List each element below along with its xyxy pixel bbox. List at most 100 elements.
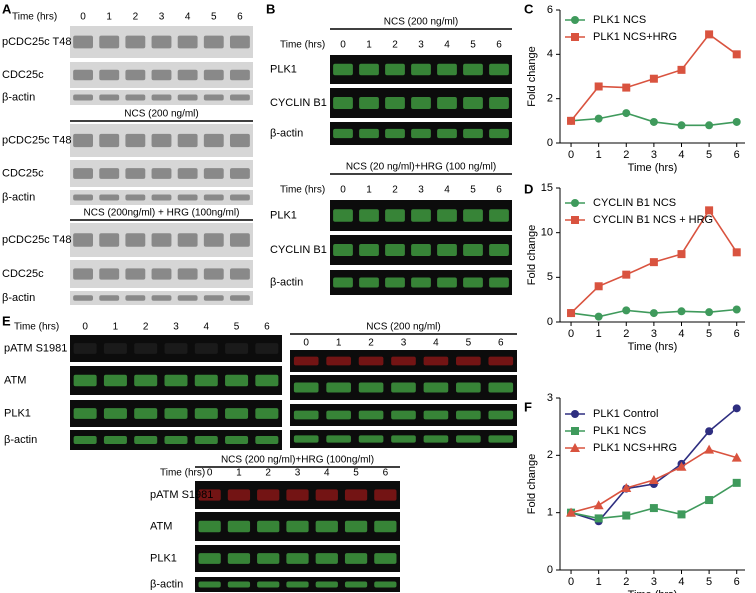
row-label: β-actin bbox=[2, 191, 35, 203]
band bbox=[151, 194, 172, 201]
band bbox=[257, 581, 280, 588]
band bbox=[488, 435, 514, 443]
row-label: β-actin bbox=[2, 292, 35, 304]
blot-title: NCS (200 ng/ml)+HRG (100ng/ml) bbox=[221, 455, 374, 466]
band bbox=[229, 233, 250, 247]
band bbox=[411, 97, 431, 109]
band bbox=[225, 374, 249, 387]
row-label: pCDC25c T48 bbox=[2, 234, 72, 246]
band bbox=[411, 244, 431, 256]
band bbox=[456, 410, 481, 420]
marker bbox=[649, 309, 658, 318]
panel-letter: A bbox=[2, 1, 12, 16]
band bbox=[203, 194, 224, 201]
x-tick-label: 6 bbox=[734, 149, 740, 161]
band bbox=[463, 277, 483, 288]
lane-label: 0 bbox=[340, 185, 346, 196]
band bbox=[489, 277, 509, 288]
marker bbox=[622, 306, 631, 315]
band bbox=[437, 277, 457, 288]
x-axis-label: Time (hrs) bbox=[628, 589, 678, 593]
lane-label: 4 bbox=[324, 468, 330, 479]
band bbox=[151, 295, 172, 301]
x-tick-label: 6 bbox=[734, 328, 740, 340]
band bbox=[293, 435, 319, 443]
marker bbox=[732, 404, 741, 413]
band bbox=[229, 194, 250, 201]
band bbox=[326, 356, 351, 366]
band bbox=[164, 343, 188, 354]
band bbox=[73, 168, 94, 179]
band bbox=[73, 69, 94, 81]
band bbox=[194, 408, 218, 419]
band bbox=[374, 581, 397, 588]
band bbox=[177, 268, 198, 280]
band bbox=[286, 553, 309, 564]
band bbox=[99, 35, 120, 49]
band bbox=[229, 35, 250, 49]
lane-label: 1 bbox=[366, 40, 372, 51]
row-label: CDC25c bbox=[2, 167, 44, 179]
band bbox=[385, 97, 405, 109]
band bbox=[99, 295, 120, 301]
band bbox=[286, 520, 309, 533]
marker bbox=[705, 308, 714, 317]
band bbox=[293, 382, 319, 393]
band bbox=[73, 268, 94, 280]
band bbox=[257, 520, 280, 533]
band bbox=[255, 408, 279, 419]
band bbox=[333, 277, 353, 288]
panel-letter: B bbox=[266, 1, 275, 16]
row-label: pCDC25c T48 bbox=[2, 134, 72, 146]
y-tick-label: 0 bbox=[547, 564, 553, 576]
band bbox=[315, 520, 338, 533]
lane-label: 1 bbox=[106, 12, 112, 23]
row-label: pATM S1981 bbox=[150, 489, 213, 501]
band bbox=[99, 194, 120, 201]
lane-label: 1 bbox=[366, 185, 372, 196]
band bbox=[73, 436, 97, 444]
lane-label: 0 bbox=[303, 338, 309, 349]
lane-label: 4 bbox=[185, 12, 191, 23]
band bbox=[125, 194, 146, 201]
lane-label: 5 bbox=[470, 40, 476, 51]
band bbox=[359, 63, 379, 76]
marker bbox=[594, 114, 603, 123]
band bbox=[99, 133, 120, 148]
lane-label: 6 bbox=[237, 12, 243, 23]
band bbox=[164, 436, 188, 444]
band bbox=[423, 435, 449, 443]
band bbox=[103, 436, 127, 444]
band bbox=[164, 374, 188, 387]
band bbox=[125, 94, 146, 101]
band bbox=[489, 209, 509, 222]
marker bbox=[622, 109, 631, 118]
y-tick-label: 0 bbox=[547, 316, 553, 328]
band bbox=[134, 408, 158, 419]
x-tick-label: 6 bbox=[734, 576, 740, 588]
x-axis-label: Time (hrs) bbox=[628, 341, 678, 353]
band bbox=[456, 382, 481, 393]
band bbox=[411, 63, 431, 76]
band bbox=[73, 374, 97, 387]
band bbox=[463, 97, 483, 109]
band bbox=[437, 63, 457, 76]
band bbox=[151, 168, 172, 179]
marker bbox=[649, 258, 658, 267]
marker bbox=[732, 50, 741, 59]
marker bbox=[732, 117, 741, 126]
band bbox=[326, 435, 351, 443]
band bbox=[437, 244, 457, 256]
lane-label: 0 bbox=[80, 12, 86, 23]
band bbox=[151, 233, 172, 247]
band bbox=[391, 356, 416, 366]
band bbox=[326, 382, 351, 393]
band bbox=[227, 489, 251, 501]
band bbox=[151, 268, 172, 280]
band bbox=[326, 410, 351, 420]
row-label: β-actin bbox=[270, 276, 303, 288]
x-tick-label: 4 bbox=[678, 328, 684, 340]
marker bbox=[571, 199, 579, 207]
band bbox=[203, 268, 224, 280]
